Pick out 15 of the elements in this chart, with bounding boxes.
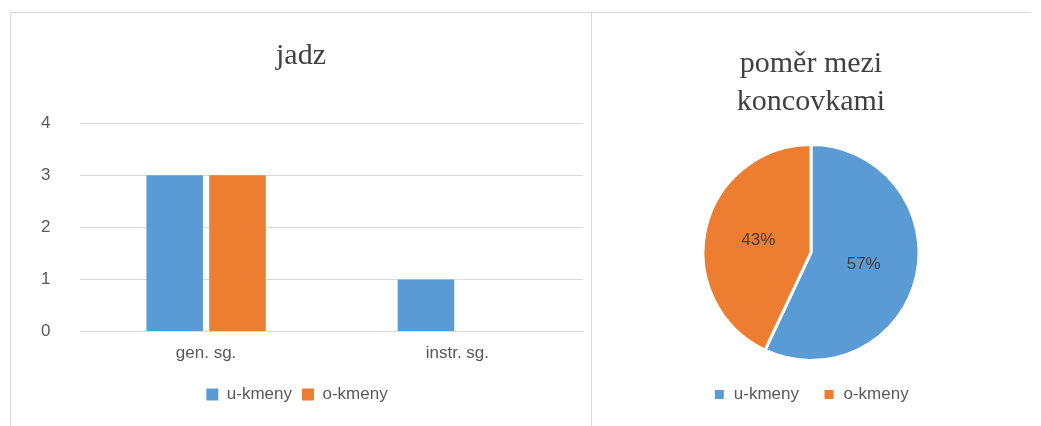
y-tick-label: 3 — [40, 164, 51, 184]
x-tick-label: instr. sg. — [425, 343, 490, 363]
x-tick-label: gen. sg. — [175, 343, 237, 363]
y-tick-label: 0 — [40, 321, 51, 341]
chart-title: jadz — [274, 36, 327, 72]
y-tick-label: 4 — [40, 112, 51, 132]
data-label: 57% — [846, 253, 881, 273]
y-tick-label: 2 — [40, 217, 51, 237]
chart-title: poměr mezi koncovkami — [735, 44, 887, 118]
y-tick-label: 1 — [40, 269, 51, 289]
legend-label: o-kmeny — [843, 384, 910, 404]
data-label: 43% — [741, 230, 776, 250]
legend-label: u-kmeny — [733, 384, 800, 404]
legend-label: o-kmeny — [322, 384, 389, 404]
legend-label: u-kmeny — [226, 384, 293, 404]
